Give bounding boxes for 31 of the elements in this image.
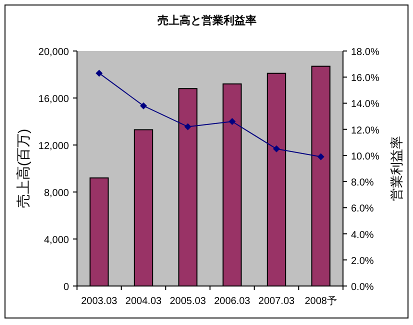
y-tick-label: 20,000 [38,47,70,58]
x-tick-label: 2007.03 [258,296,296,307]
y-tick-label: 4,000 [44,235,70,246]
y2-tick-label: 6.0% [351,204,374,215]
y-tick-label: 0 [63,282,70,293]
point [96,70,103,77]
y2-tick-label: 18.0% [351,47,380,58]
x-tick-label: 2005.03 [170,296,206,307]
y2-tick-label: 2.0% [351,256,374,267]
y2-tick-label: 14.0% [351,99,380,110]
y-tick-label: 8,000 [44,188,70,199]
y2-tick-label: 16.0% [351,73,380,84]
x-tick-label: 2003.03 [81,296,118,307]
chart-title: 売上高と営業利益率 [158,14,256,27]
y2-tick-label: 0.0% [351,282,374,293]
point [140,102,147,110]
y2-tick-label: 8.0% [351,178,374,189]
point [184,123,192,130]
point [273,145,280,152]
point [228,118,236,125]
y-tick-label: 12,000 [38,141,70,152]
x-tick-label: 2004.03 [125,296,162,307]
y-tick-label: 16,000 [38,94,70,105]
y2-tick-label: 10.0% [351,151,380,162]
y2-tick-label: 12.0% [351,125,380,136]
x-tick-label: 2008予 [304,296,337,307]
y2-tick-label: 4.0% [351,230,374,241]
y2-axis-title: 営業利益率 [389,136,404,201]
y-axis-title: 売上高(百万) [15,128,31,208]
point [317,153,324,160]
x-tick-label: 2006.03 [214,296,251,307]
